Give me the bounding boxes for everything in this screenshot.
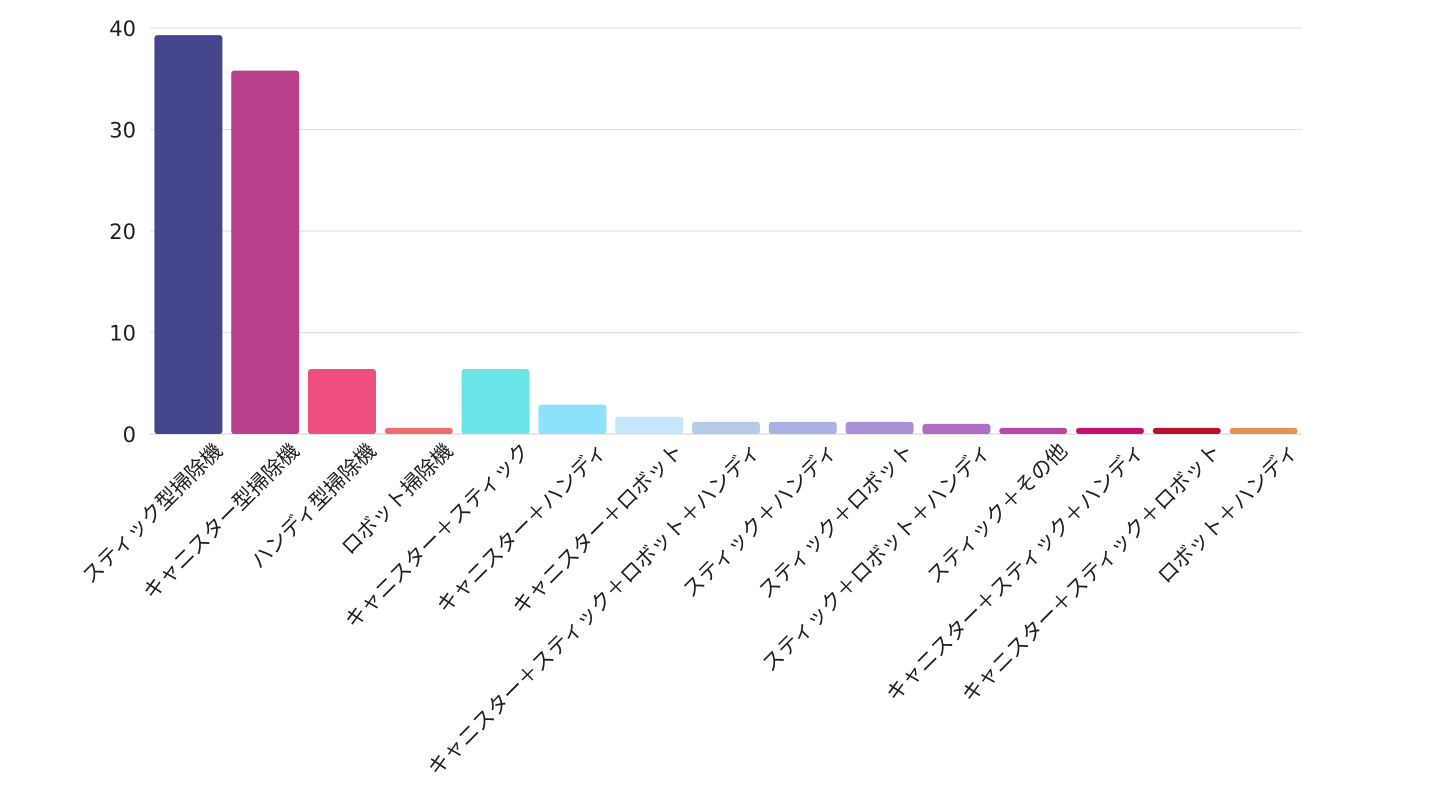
bar[interactable]	[999, 427, 1068, 434]
bar[interactable]	[1076, 427, 1144, 434]
bar[interactable]	[1229, 427, 1298, 434]
bars	[154, 35, 1298, 434]
bar[interactable]	[845, 421, 914, 434]
bar[interactable]	[692, 421, 760, 434]
bar[interactable]	[615, 416, 684, 434]
bar[interactable]	[538, 404, 607, 434]
bar[interactable]	[1152, 427, 1221, 434]
y-tick-label: 30	[109, 119, 136, 143]
y-axis: 0 10 20 30 40	[109, 17, 136, 447]
x-tick-label: スティック型掃除機	[78, 439, 228, 589]
y-tick-label: 10	[109, 322, 136, 346]
x-tick-label: スティック＋ロボット	[754, 439, 919, 604]
x-axis: スティック型掃除機キャニスター型掃除機ハンディ型掃除機ロボット掃除機キャニスター…	[78, 439, 1303, 781]
bar[interactable]	[231, 70, 300, 434]
y-tick-label: 0	[123, 423, 136, 447]
bar[interactable]	[768, 421, 837, 434]
bar[interactable]	[384, 427, 453, 434]
bar[interactable]	[922, 423, 991, 434]
x-tick-label: スティック＋その他	[922, 439, 1072, 589]
x-tick-label: キャニスター型掃除機	[139, 439, 304, 604]
y-tick-label: 40	[109, 17, 136, 41]
bar[interactable]	[308, 369, 376, 434]
x-tick-label: スティック＋ハンディ	[678, 439, 842, 603]
x-tick-label: ロボット＋ハンディ	[1153, 439, 1303, 589]
y-tick-label: 20	[109, 220, 136, 244]
bar[interactable]	[154, 35, 223, 434]
bar[interactable]	[461, 369, 530, 434]
